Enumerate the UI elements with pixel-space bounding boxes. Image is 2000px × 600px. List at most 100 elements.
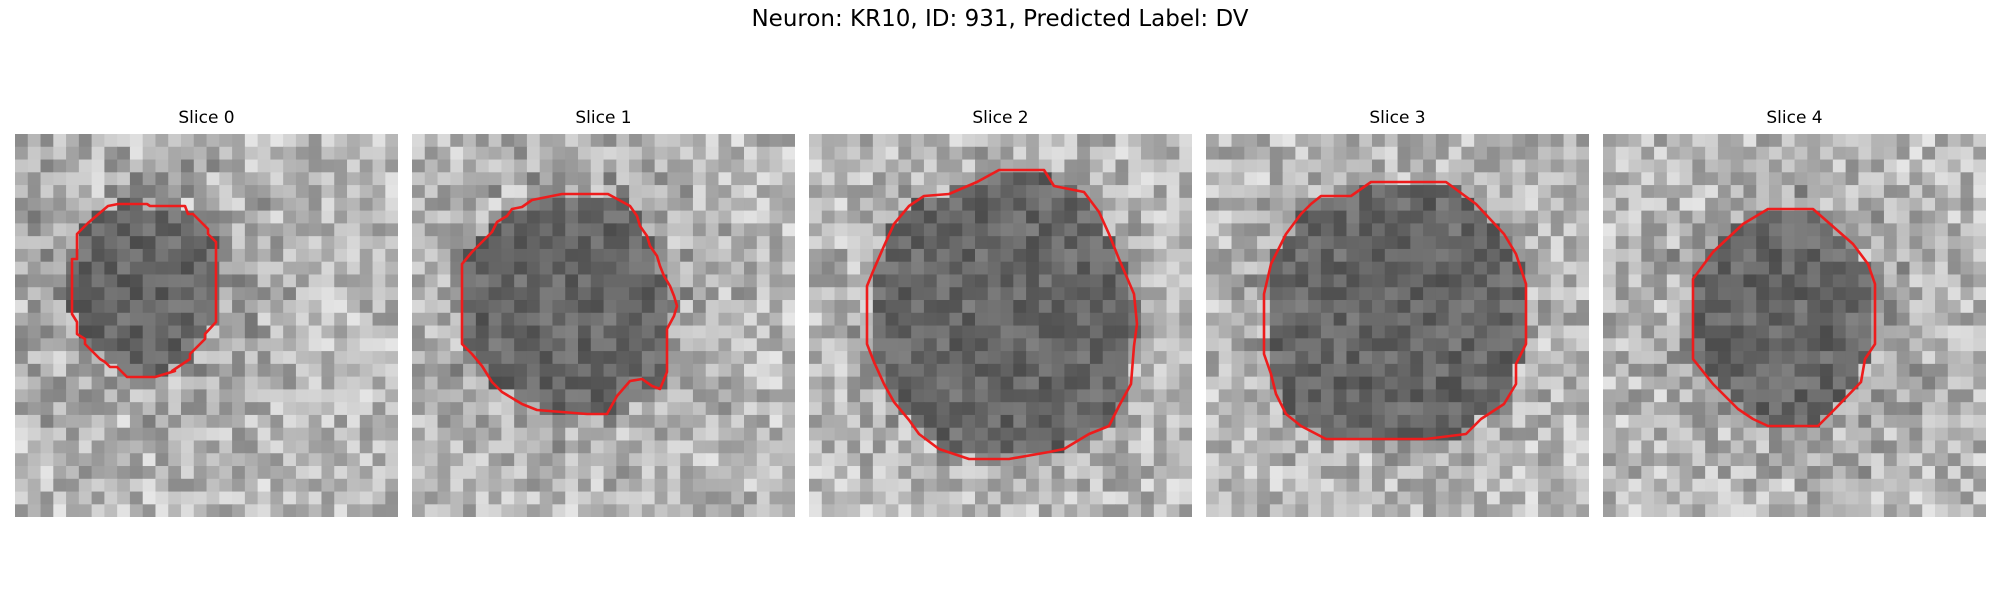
pixel-tile — [283, 491, 297, 505]
slice-panel-2: Slice 2 — [809, 108, 1192, 520]
pixel-tile — [27, 248, 42, 263]
pixel-tile — [526, 185, 541, 199]
pixel-tile — [129, 185, 144, 199]
pixel-tile — [1000, 504, 1014, 517]
pixel-tile — [488, 248, 502, 263]
pixel-tile — [1077, 287, 1091, 301]
pixel-tile — [949, 159, 963, 173]
pixel-tile — [809, 300, 823, 314]
pixel-tile — [1486, 338, 1501, 352]
pixel-tile — [501, 351, 515, 365]
pixel-tile — [1896, 427, 1911, 442]
pixel-tile — [1089, 274, 1104, 288]
pixel-tile — [975, 236, 989, 250]
pixel-tile — [1858, 325, 1872, 339]
pixel-tile — [1089, 338, 1104, 352]
pixel-tile — [1538, 248, 1552, 263]
pixel-tile — [718, 146, 732, 161]
pixel-tile — [1295, 440, 1309, 454]
pixel-tile — [1269, 134, 1284, 148]
pixel-tile — [1628, 453, 1642, 467]
pixel-tile — [501, 185, 515, 199]
pixel-tile — [1308, 376, 1322, 390]
pixel-tile — [1486, 453, 1501, 467]
pixel-tile — [91, 261, 105, 276]
pixel-tile — [1909, 351, 1923, 365]
pixel-tile — [142, 414, 157, 429]
pixel-tile — [1499, 300, 1514, 314]
pixel-tile — [27, 376, 42, 390]
pixel-tile — [450, 223, 464, 237]
pixel-tile — [1320, 491, 1335, 505]
pixel-tile — [1641, 414, 1655, 429]
pixel-tile — [744, 236, 758, 250]
pixel-tile — [1320, 248, 1335, 263]
pixel-tile — [1563, 338, 1577, 352]
pixel-tile — [1973, 287, 1986, 301]
pixel-tile — [1179, 300, 1192, 314]
pixel-tile — [1218, 172, 1233, 186]
pixel-tile — [641, 453, 656, 467]
pixel-tile — [1141, 325, 1155, 339]
pixel-tile — [718, 414, 732, 429]
pixel-tile — [1717, 300, 1732, 314]
pixel-tile — [1628, 466, 1642, 480]
pixel-tile — [1141, 159, 1155, 173]
pixel-tile — [1883, 414, 1898, 429]
pixel-tile — [1166, 159, 1180, 173]
pixel-tile — [1128, 312, 1142, 327]
pixel-tile — [1423, 402, 1437, 416]
pixel-tile — [1115, 491, 1129, 505]
pixel-tile — [1000, 300, 1014, 314]
pixel-tile — [1807, 325, 1821, 339]
pixel-tile — [514, 146, 528, 161]
pixel-tile — [923, 134, 938, 148]
pixel-tile — [334, 248, 348, 263]
pixel-tile — [680, 248, 694, 263]
pixel-tile — [1448, 440, 1462, 454]
pixel-tile — [450, 274, 464, 288]
pixel-tile — [1858, 389, 1872, 403]
pixel-tile — [501, 287, 515, 301]
pixel-tile — [193, 134, 208, 148]
pixel-tile — [1218, 223, 1233, 237]
pixel-tile — [1320, 134, 1335, 148]
pixel-tile — [1603, 466, 1617, 480]
pixel-tile — [437, 236, 451, 250]
pixel-tile — [1295, 351, 1309, 365]
pixel-tile — [27, 197, 42, 212]
pixel-tile — [809, 427, 823, 442]
pixel-tile — [1717, 427, 1732, 442]
pixel-tile — [872, 223, 887, 237]
pixel-tile — [872, 210, 887, 224]
pixel-tile — [1269, 440, 1284, 454]
pixel-tile — [244, 159, 259, 173]
pixel-tile — [1769, 402, 1783, 416]
pixel-tile — [705, 261, 720, 276]
pixel-tile — [1935, 261, 1949, 276]
pixel-tile — [1641, 325, 1655, 339]
pixel-tile — [898, 159, 912, 173]
pixel-tile — [1871, 325, 1885, 339]
pixel-tile — [1077, 146, 1091, 161]
pixel-tile — [1269, 159, 1284, 173]
pixel-tile — [1166, 338, 1180, 352]
pixel-tile — [295, 389, 310, 403]
pixel-tile — [1295, 376, 1309, 390]
pixel-tile — [1346, 300, 1360, 314]
pixel-tile — [962, 414, 976, 429]
pixel-tile — [244, 185, 259, 199]
pixel-tile — [40, 248, 54, 263]
pixel-tile — [1153, 389, 1168, 403]
pixel-tile — [437, 146, 451, 161]
pixel-tile — [962, 325, 976, 339]
pixel-tile — [629, 478, 643, 493]
pixel-tile — [412, 146, 426, 161]
pixel-tile — [437, 172, 451, 186]
pixel-tile — [1935, 146, 1949, 161]
pixel-tile — [15, 223, 29, 237]
pixel-tile — [1499, 261, 1514, 276]
pixel-tile — [731, 159, 745, 173]
pixel-tile — [475, 197, 490, 212]
pixel-tile — [78, 261, 93, 276]
